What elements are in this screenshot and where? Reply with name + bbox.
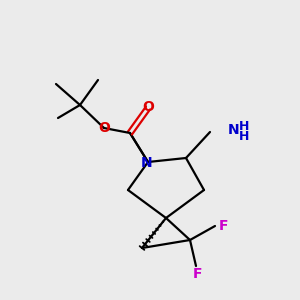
- Text: N: N: [228, 123, 240, 137]
- Text: F: F: [219, 219, 229, 233]
- Text: N: N: [141, 156, 153, 170]
- Text: H: H: [239, 119, 249, 133]
- Text: O: O: [98, 121, 110, 135]
- Text: O: O: [142, 100, 154, 114]
- Text: F: F: [193, 267, 203, 281]
- Text: H: H: [239, 130, 249, 142]
